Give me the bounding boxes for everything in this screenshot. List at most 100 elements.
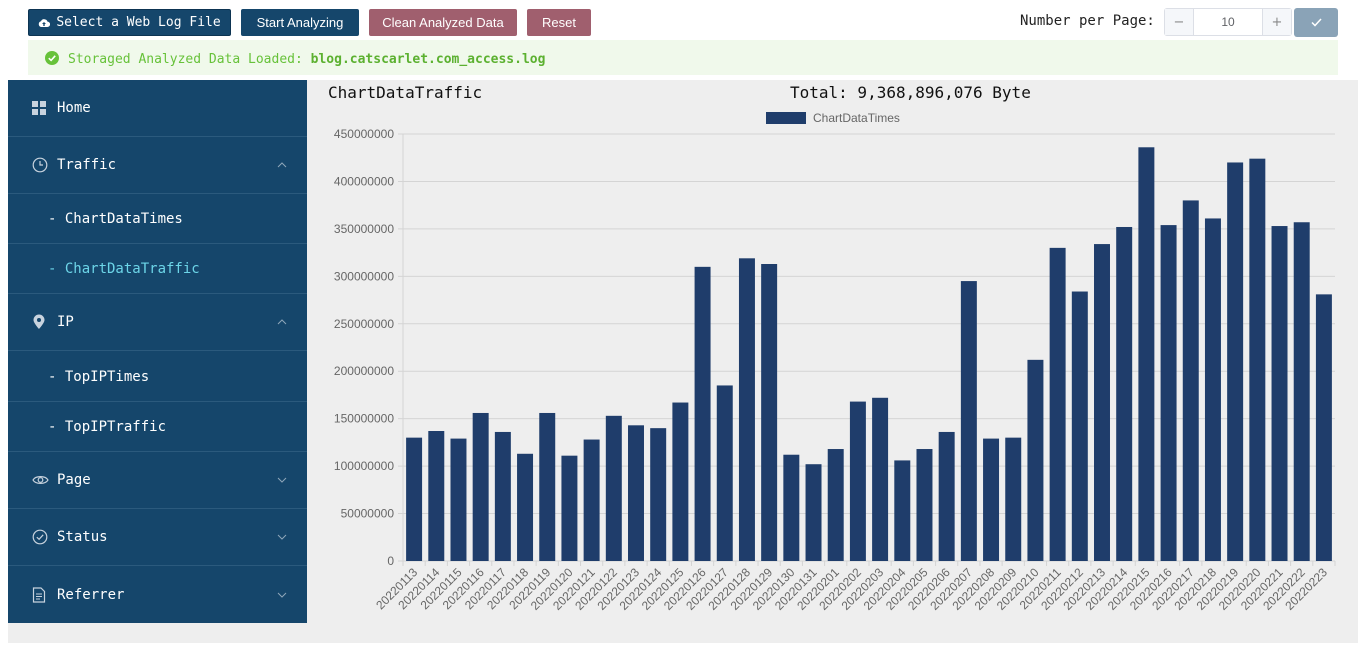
chevron-up-icon [277, 162, 287, 168]
bar [1204, 218, 1221, 561]
y-tick-label: 250000000 [334, 317, 394, 331]
bar [628, 425, 644, 561]
bar [938, 431, 955, 561]
location-pin-icon [32, 314, 46, 330]
bar [1182, 200, 1199, 561]
menu-home[interactable]: Home [8, 80, 307, 137]
menu-referrer[interactable]: Referrer [8, 566, 307, 623]
bar [716, 385, 733, 561]
bar [1315, 294, 1332, 561]
menu-status[interactable]: Status [8, 509, 307, 566]
increase-button[interactable]: + [1262, 9, 1291, 35]
check-icon [1310, 18, 1322, 27]
bar [517, 453, 534, 561]
submenu-topiptraffic[interactable]: - TopIPTraffic [8, 402, 307, 452]
bar [472, 412, 489, 561]
bar [1049, 247, 1066, 561]
document-icon [32, 586, 46, 603]
select-log-file-label: Select a Web Log File [56, 15, 221, 30]
y-tick-label: 150000000 [334, 412, 394, 426]
menu-traffic-label: Traffic [57, 157, 117, 173]
bar [450, 438, 467, 561]
bar [805, 464, 822, 561]
menu-page-label: Page [57, 472, 91, 488]
bar [583, 439, 600, 561]
chart-panel: ChartDataTraffic Total: 9,368,896,076 By… [307, 80, 1358, 643]
bar [1160, 225, 1177, 562]
bar [428, 431, 445, 561]
bar [783, 454, 800, 561]
y-tick-label: 450000000 [334, 127, 394, 141]
chevron-down-icon [277, 534, 287, 540]
alert-message: Storaged Analyzed Data Loaded: blog.cats… [68, 52, 545, 67]
submenu-topiptraffic-label: - TopIPTraffic [48, 418, 167, 435]
success-check-icon [45, 51, 59, 65]
clock-icon [32, 157, 48, 173]
legend-swatch [766, 112, 806, 124]
y-tick-label: 400000000 [334, 174, 394, 188]
number-per-page-label: Number per Page: [1020, 13, 1155, 29]
bar [1227, 162, 1244, 561]
submenu-chartdatatraffic-label: - ChartDataTraffic [48, 260, 200, 277]
bar [849, 401, 866, 561]
bar [1071, 291, 1088, 561]
menu-home-label: Home [57, 100, 91, 116]
bar [1271, 226, 1288, 561]
y-tick-label: 100000000 [334, 459, 394, 473]
bar [916, 449, 933, 561]
bar [1094, 244, 1110, 561]
sidebar-footer [8, 623, 307, 643]
decrease-button[interactable]: − [1165, 9, 1194, 35]
legend-label: ChartDataTimes [813, 111, 900, 125]
bar [694, 266, 711, 561]
bar [672, 402, 689, 561]
chevron-down-icon [277, 592, 287, 598]
bar [650, 428, 667, 561]
menu-page[interactable]: Page [8, 452, 307, 509]
submenu-topiptimes[interactable]: - TopIPTimes [8, 352, 307, 402]
bar [1293, 222, 1310, 561]
submenu-topiptimes-label: - TopIPTimes [48, 368, 150, 385]
bar [1138, 147, 1155, 561]
y-tick-label: 350000000 [334, 222, 394, 236]
chevron-down-icon [277, 477, 287, 483]
bar [1005, 437, 1022, 561]
reset-button[interactable]: Reset [527, 9, 591, 36]
alert-prefix: Storaged Analyzed Data Loaded: [68, 52, 311, 67]
menu-traffic[interactable]: Traffic [8, 137, 307, 194]
bar [539, 412, 556, 561]
submenu-chartdatatraffic[interactable]: - ChartDataTraffic [8, 244, 307, 294]
bar [1027, 359, 1044, 561]
bar [738, 258, 755, 561]
grid-icon [32, 101, 46, 115]
confirm-button[interactable] [1294, 8, 1338, 37]
bar [561, 455, 578, 561]
y-tick-label: 200000000 [334, 364, 394, 378]
start-analyzing-button[interactable]: Start Analyzing [241, 9, 359, 36]
bar-chart: ChartDataTimes 0 50000000 100000000 15000000… [334, 111, 1336, 613]
sidebar: Home Traffic - ChartDataTimes - ChartDat… [8, 80, 307, 623]
menu-ip-label: IP [57, 314, 74, 330]
select-log-file-button[interactable]: Select a Web Log File [28, 9, 231, 36]
number-per-page-input[interactable]: 10 [1221, 15, 1235, 29]
menu-referrer-label: Referrer [57, 586, 125, 603]
toolbar: Select a Web Log File Start Analyzing Cl… [0, 0, 1366, 40]
menu-ip[interactable]: IP [8, 294, 307, 351]
chevron-up-icon [277, 319, 287, 325]
clean-analyzed-data-button[interactable]: Clean Analyzed Data [369, 9, 517, 36]
bar [605, 415, 622, 561]
cloud-upload-icon [39, 18, 51, 27]
chart-title: ChartDataTraffic [328, 83, 483, 102]
bar [872, 397, 889, 561]
submenu-chartdatatimes[interactable]: - ChartDataTimes [8, 194, 307, 244]
bar [983, 438, 1000, 561]
y-tick-label: 300000000 [334, 269, 394, 283]
bar [1249, 158, 1266, 561]
menu-status-label: Status [57, 529, 108, 545]
submenu-chartdatatimes-label: - ChartDataTimes [48, 210, 183, 227]
loaded-file-name: blog.catscarlet.com_access.log [310, 52, 546, 67]
eye-icon [32, 474, 49, 486]
y-tick-label: 50000000 [341, 507, 395, 521]
bar [761, 263, 778, 561]
y-tick-label: 0 [387, 554, 394, 568]
